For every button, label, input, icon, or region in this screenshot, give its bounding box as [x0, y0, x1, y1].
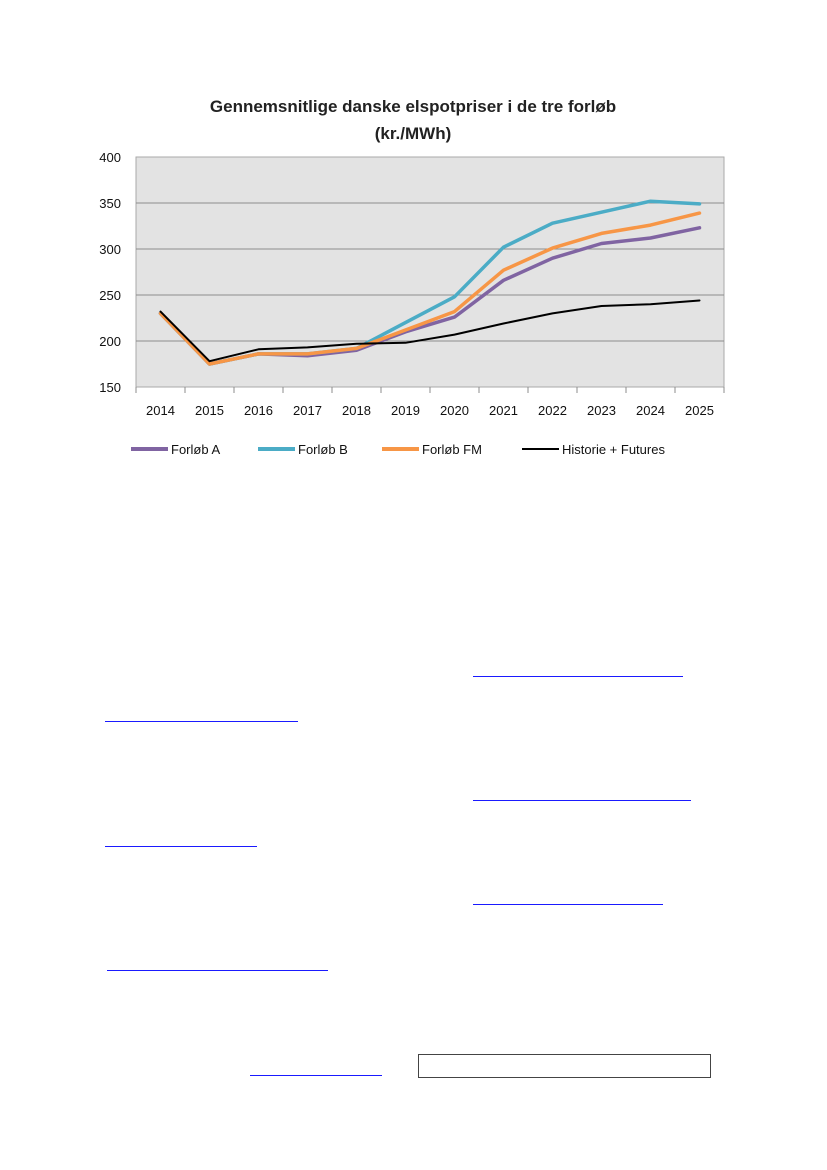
x-tick-label: 2014: [146, 403, 175, 418]
link-underline-1[interactable]: [473, 676, 683, 677]
legend-label: Historie + Futures: [562, 442, 665, 457]
series-line-forløb-fm: [158, 211, 702, 366]
y-tick-label: 250: [99, 288, 121, 303]
x-tick-label: 2019: [391, 403, 420, 418]
x-tick-label: 2025: [685, 403, 714, 418]
x-tick-label: 2015: [195, 403, 224, 418]
gridlines: [136, 202, 724, 342]
x-tick-label: 2020: [440, 403, 469, 418]
y-axis-ticks: 400 350 300 250 200 150: [99, 150, 121, 395]
x-axis-ticks: 2014 2015 2016 2017 2018 2019 2020 2021 2022 2023…: [135, 387, 725, 418]
legend-label: Forløb A: [171, 442, 220, 457]
link-underline-2[interactable]: [105, 721, 298, 722]
link-underline-3[interactable]: [473, 800, 691, 801]
x-tick-label: 2017: [293, 403, 322, 418]
legend-label: Forløb B: [298, 442, 348, 457]
y-tick-label: 400: [99, 150, 121, 165]
x-tick-label: 2024: [636, 403, 665, 418]
x-tick-label: 2018: [342, 403, 371, 418]
legend-label: Forløb FM: [422, 442, 482, 457]
legend: Forløb A Forløb B Forløb FM Historie + Futu…: [131, 442, 665, 457]
y-tick-label: 300: [99, 242, 121, 257]
x-tick-label: 2021: [489, 403, 518, 418]
link-underline-5[interactable]: [473, 904, 663, 905]
x-tick-label: 2016: [244, 403, 273, 418]
x-tick-label: 2022: [538, 403, 567, 418]
chart-title-line-2: (kr./MWh): [375, 124, 452, 143]
series-lines: [158, 199, 702, 366]
link-underline-4[interactable]: [105, 846, 257, 847]
link-underline-7[interactable]: [250, 1075, 382, 1076]
x-tick-label: 2023: [587, 403, 616, 418]
y-tick-label: 350: [99, 196, 121, 211]
empty-text-box: [418, 1054, 711, 1078]
chart-title-line-1: Gennemsnitlige danske elspotpriser i de …: [210, 97, 616, 116]
series-line-historie-futures: [159, 299, 701, 363]
y-tick-label: 150: [99, 380, 121, 395]
link-underline-6[interactable]: [107, 970, 328, 971]
plot-area: [135, 156, 725, 388]
y-tick-label: 200: [99, 334, 121, 349]
